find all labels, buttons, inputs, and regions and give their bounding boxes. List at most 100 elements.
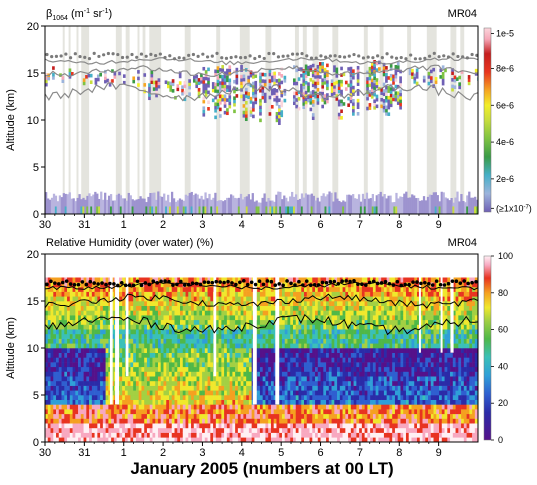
rh-cell: [276, 409, 280, 415]
cloud-cell: [352, 98, 355, 103]
rh-cell: [102, 333, 106, 339]
cloud-cell: [249, 73, 253, 78]
cloud-cell: [352, 69, 355, 73]
rh-cell: [279, 390, 283, 396]
cloud-cell: [204, 86, 208, 91]
rh-cell: [281, 305, 286, 311]
rh-cell: [50, 399, 54, 405]
rh-cell: [213, 380, 217, 386]
rh-cell: [326, 310, 330, 316]
cloud-cell: [311, 113, 315, 117]
cloud-cell: [263, 82, 267, 87]
aerosol-cell: [373, 206, 376, 214]
rh-cell: [180, 310, 184, 316]
rh-cell: [215, 357, 219, 363]
rh-cell: [105, 366, 109, 372]
rh-cell: [127, 357, 131, 363]
cloud-cell: [204, 83, 208, 87]
rh-cell: [243, 423, 247, 429]
cloud-cell: [335, 90, 339, 95]
rh-cell: [326, 437, 330, 442]
aerosol-cell: [346, 194, 349, 214]
cloud-cell: [148, 83, 151, 87]
rh-cell: [226, 329, 230, 335]
rh-cell: [188, 390, 192, 396]
rh-cell: [304, 324, 308, 330]
rh-cell: [149, 301, 153, 306]
rh-cell: [301, 291, 305, 297]
rh-cell: [243, 409, 247, 415]
rh-cell: [304, 399, 308, 405]
rh-cell: [94, 413, 98, 419]
rh-cell: [133, 338, 137, 344]
aerosol-cell: [241, 199, 245, 214]
rh-cell: [218, 310, 222, 316]
rh-cell: [315, 282, 319, 288]
rh-cell: [64, 348, 68, 353]
rh-cell: [53, 333, 57, 339]
rh-cell: [130, 371, 134, 377]
rh-cell: [91, 404, 95, 410]
cloud-cell: [214, 108, 217, 113]
rh-cell: [312, 352, 316, 358]
rh-cell: [180, 291, 184, 297]
rh-cell: [309, 432, 313, 438]
rh-cell: [215, 352, 219, 358]
aerosol-cell: [147, 196, 150, 214]
rh-cell: [304, 310, 308, 316]
rh-cell: [221, 371, 225, 377]
rh-cell: [304, 390, 308, 396]
rh-cell: [259, 385, 263, 391]
rh-cell: [224, 418, 228, 424]
aerosol-cell: [141, 198, 144, 214]
rh-cell: [152, 352, 156, 358]
rh-cell: [262, 413, 266, 419]
panel2-title: Relative Humidity (over water) (%): [46, 237, 213, 249]
rh-cell: [160, 385, 164, 391]
rh-cell: [163, 362, 167, 368]
rh-cell: [273, 315, 277, 321]
rh-cell: [45, 371, 49, 377]
rh-cell: [188, 291, 192, 297]
rh-cell: [97, 404, 101, 410]
rh-cell: [298, 366, 302, 372]
rh-cell: [105, 432, 109, 438]
rh-cell: [116, 423, 120, 429]
rh-cell: [127, 296, 131, 302]
rh-cell: [160, 310, 164, 316]
rh-cell: [155, 324, 159, 330]
rh-cell: [301, 305, 305, 311]
top-marker: [163, 55, 167, 60]
rh-cell: [122, 432, 126, 438]
rh-cell: [188, 413, 192, 419]
rh-cell: [188, 380, 192, 386]
rh-cell: [111, 409, 115, 415]
rh-cell: [317, 291, 321, 297]
rh-cell: [235, 352, 239, 358]
rh-cell: [83, 418, 87, 424]
rh-cell: [180, 423, 184, 429]
rh-cell: [232, 343, 236, 349]
rh-cell: [108, 366, 112, 372]
rh-cell: [177, 427, 181, 433]
rh-cell: [243, 333, 247, 339]
rh-cell: [257, 348, 261, 353]
cloud-cell: [233, 99, 236, 104]
rh-cell: [149, 286, 153, 292]
cloud-cell: [396, 101, 400, 105]
cloud-cell: [387, 76, 391, 80]
cloud-cell: [316, 78, 320, 82]
rh-cell: [174, 395, 178, 400]
cloud-cell: [143, 83, 147, 87]
rh-cell: [160, 348, 164, 353]
rh-cell: [67, 305, 71, 311]
rh-cell: [182, 333, 186, 339]
cloud-cell: [261, 85, 265, 90]
rh-cell: [177, 333, 181, 339]
rh-cell: [315, 437, 319, 442]
rh-cell: [287, 333, 291, 339]
rh-cell: [100, 310, 104, 316]
rh-cell: [61, 352, 65, 358]
cloud-cell: [349, 66, 353, 71]
cloud-cell: [169, 88, 173, 92]
